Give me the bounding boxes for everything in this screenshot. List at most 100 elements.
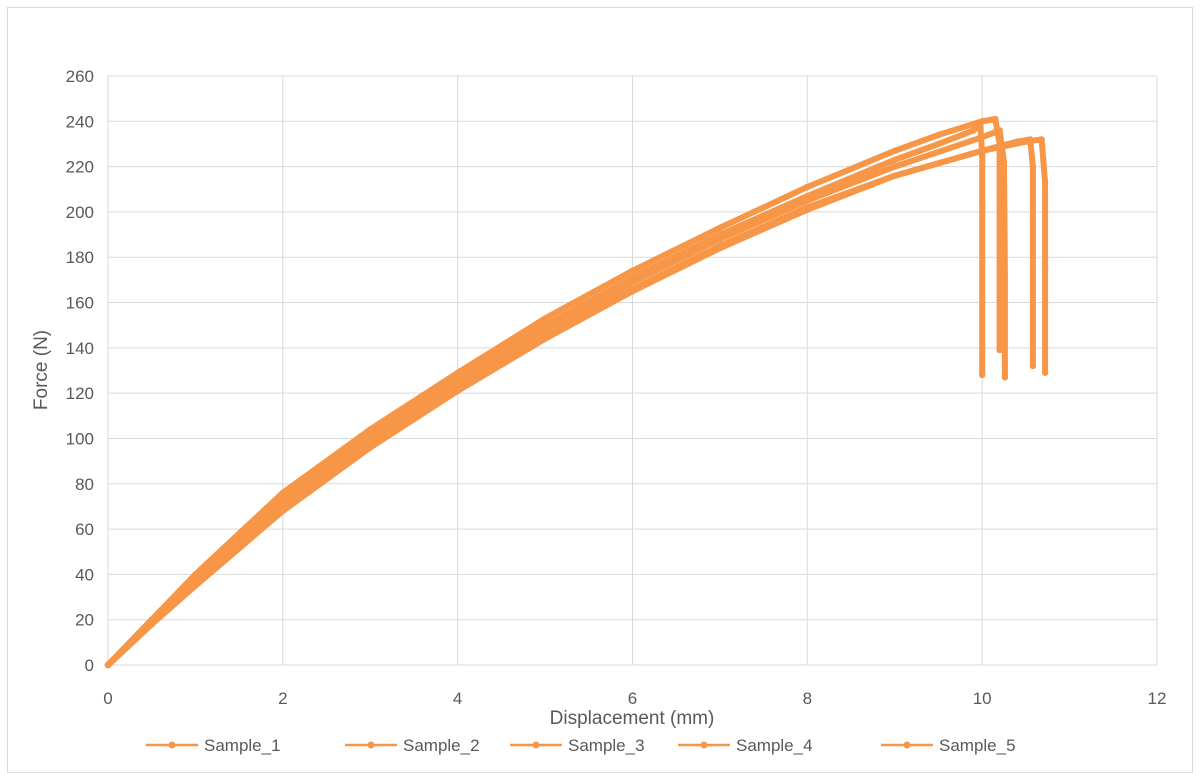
y-tick-label: 200 <box>66 203 94 222</box>
legend-marker <box>168 741 176 749</box>
y-tick-label: 240 <box>66 112 94 131</box>
x-tick-label: 10 <box>973 689 992 708</box>
data-point <box>716 235 724 243</box>
data-point <box>192 582 199 589</box>
legend-label: Sample_4 <box>736 736 813 755</box>
y-tick-label: 260 <box>66 67 94 86</box>
y-tick-label: 120 <box>66 384 94 403</box>
data-point <box>279 507 287 515</box>
data-point <box>996 346 1003 354</box>
x-tick-label: 0 <box>103 689 112 708</box>
legend-label: Sample_2 <box>403 736 480 755</box>
y-tick-label: 0 <box>85 656 94 675</box>
data-point <box>978 118 986 125</box>
series-sample-5 <box>104 136 1049 669</box>
data-point <box>454 387 461 395</box>
data-point <box>104 661 112 669</box>
legend-item: Sample_5 <box>881 736 1016 755</box>
legend-label: Sample_5 <box>939 736 1016 755</box>
data-point <box>454 369 461 376</box>
series-sample-2 <box>104 115 1003 669</box>
legend-marker <box>903 741 911 749</box>
data-point <box>1001 272 1009 279</box>
data-point <box>541 315 549 322</box>
legend-item: Sample_1 <box>146 736 281 755</box>
series-sample-1 <box>104 122 986 669</box>
data-point <box>804 183 811 191</box>
data-point <box>629 278 636 286</box>
legend-marker <box>532 741 540 749</box>
legend-item: Sample_4 <box>678 736 813 755</box>
series-line <box>105 127 1008 668</box>
x-tick-label: 6 <box>628 689 637 708</box>
x-tick-label: 2 <box>278 689 287 708</box>
data-point <box>1022 138 1030 145</box>
data-point <box>1029 215 1037 222</box>
y-tick-label: 160 <box>66 294 94 313</box>
x-axis-title: Displacement (mm) <box>550 708 715 729</box>
data-point <box>978 197 986 204</box>
data-point <box>541 326 549 333</box>
y-tick-label: 180 <box>66 248 94 267</box>
series-sample-4 <box>104 136 1037 669</box>
y-tick-label: 40 <box>75 565 94 584</box>
x-tick-label: 12 <box>1148 689 1167 708</box>
data-point <box>148 621 155 628</box>
data-point <box>804 197 811 204</box>
data-point <box>978 371 986 379</box>
y-tick-label: 220 <box>66 158 94 177</box>
y-tick-label: 20 <box>75 611 94 630</box>
data-point <box>1000 158 1008 166</box>
y-axis-title: Force (N) <box>31 330 52 410</box>
y-tick-label: 100 <box>66 429 94 448</box>
data-point <box>716 224 724 231</box>
legend-marker <box>700 741 708 749</box>
data-point <box>716 244 724 252</box>
data-point <box>1041 179 1049 186</box>
legend-label: Sample_3 <box>568 736 645 755</box>
series-line <box>105 136 1049 668</box>
data-point <box>970 127 977 134</box>
series-sample-3 <box>104 127 1009 669</box>
data-point <box>891 163 898 170</box>
data-point <box>978 133 986 141</box>
legend-item: Sample_2 <box>345 736 480 755</box>
data-point <box>629 267 636 275</box>
data-point <box>935 140 942 148</box>
data-point <box>891 172 898 179</box>
legend: Sample_1 Sample_2 Sample_3 Sample_4 Sample_5 <box>146 736 1016 755</box>
data-point <box>1001 374 1009 381</box>
data-point <box>367 426 374 433</box>
legend-item: Sample_3 <box>510 736 645 755</box>
data-point <box>996 127 1003 134</box>
x-axis-ticks: 0 2 4 6 8 10 12 <box>103 689 1166 708</box>
data-point <box>804 206 811 213</box>
x-tick-label: 4 <box>453 689 462 708</box>
data-point <box>891 156 898 164</box>
data-point <box>978 147 986 154</box>
data-point <box>541 335 549 342</box>
y-tick-label: 60 <box>75 520 94 539</box>
y-tick-label: 140 <box>66 339 94 358</box>
x-tick-label: 8 <box>803 689 812 708</box>
data-point <box>279 489 287 497</box>
series-line <box>105 116 1003 668</box>
data-point <box>1041 265 1049 272</box>
data-point <box>1038 136 1045 143</box>
data-point <box>367 444 374 451</box>
data-point <box>891 147 898 154</box>
data-point <box>629 288 636 295</box>
series-line <box>105 122 986 668</box>
grid-lines <box>107 75 1158 666</box>
legend-marker <box>367 741 375 749</box>
data-point <box>1029 163 1037 170</box>
y-tick-label: 80 <box>75 475 94 494</box>
data-point <box>1041 369 1049 376</box>
series-layer <box>104 115 1049 669</box>
data-point <box>992 115 999 123</box>
series-line <box>105 136 1036 668</box>
legend-label: Sample_1 <box>204 736 281 755</box>
y-axis-ticks: 0 20 40 60 80 100 120 140 160 180 200 220 240 260 <box>66 67 94 675</box>
data-point <box>1029 362 1037 370</box>
